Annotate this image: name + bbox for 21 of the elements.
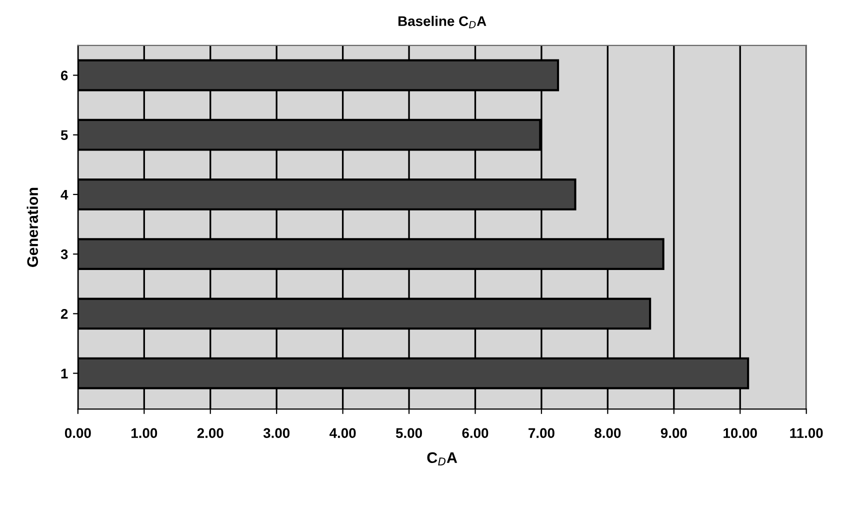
y-tick-label: 2 (60, 309, 68, 319)
x-axis-title: C$_{D}$A (427, 452, 458, 466)
x-tick-label: 7.00 (528, 428, 554, 438)
y-tick-label: 6 (60, 70, 68, 80)
y-tick-label: 1 (61, 368, 68, 378)
x-tick-label: 9.00 (660, 428, 687, 438)
x-tick-label: 3.00 (263, 428, 290, 438)
x-tick-label: 6.00 (462, 428, 488, 438)
x-tick-label: 5.00 (396, 428, 422, 438)
y-tick-label: 3 (60, 249, 68, 260)
chart-title: Baseline C$_{D}$A (398, 16, 486, 28)
y-tick-label: 5 (60, 130, 68, 140)
x-tick-label: 8.00 (594, 428, 621, 438)
x-tick-label: 4.00 (330, 428, 356, 438)
x-tick-label: 10.00 (724, 428, 757, 438)
x-tick-label: 2.00 (197, 428, 224, 438)
x-tick-label: 0.00 (64, 428, 91, 438)
x-tick-label: 1.00 (132, 428, 158, 438)
y-axis-title: Generation (26, 188, 38, 267)
x-tick-label: 11.00 (790, 428, 823, 438)
y-tick-label: 4 (60, 190, 68, 200)
